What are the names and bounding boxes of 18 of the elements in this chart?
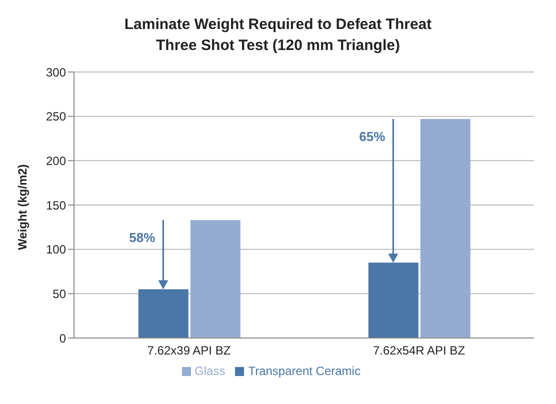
y-tick-label: 100 (46, 242, 66, 257)
y-axis-title: Weight (kg/m2) (15, 164, 30, 250)
y-tick-label: 150 (46, 198, 66, 212)
y-tick-label: 200 (46, 154, 66, 168)
y-tick-label: 300 (46, 65, 66, 80)
annotation: 58% (129, 230, 156, 246)
chart-title: Laminate Weight Required to Defeat Threat (123, 15, 433, 35)
x-tick-label: 7.62x54R API BZ (372, 344, 466, 358)
bar (420, 118, 470, 338)
y-tick-label: 0 (59, 331, 66, 346)
x-tick-label: 7.62x39 API BZ (147, 344, 231, 358)
y-tick-label: 50 (52, 286, 66, 301)
legend-label: Transparent Ceramic (248, 364, 360, 378)
y-tick-label: 250 (46, 110, 66, 124)
bar (190, 220, 240, 338)
chart-subtitle: Three Shot Test (120 mm Triangle) (155, 36, 401, 56)
annotation: 65% (359, 128, 386, 144)
legend-label: Glass (194, 364, 226, 378)
